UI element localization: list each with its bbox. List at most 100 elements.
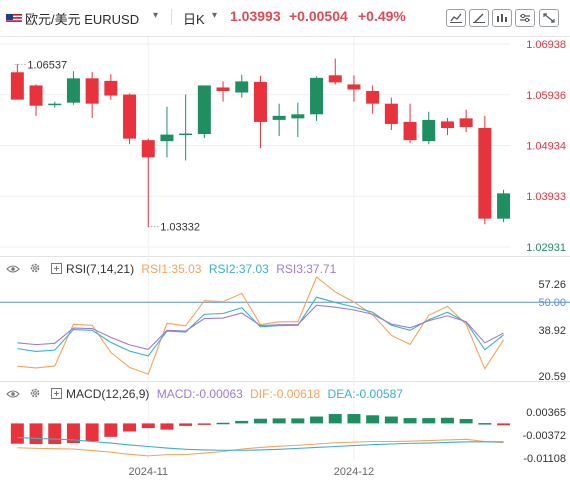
- macd-bar: [197, 423, 211, 425]
- candle-body: [422, 119, 436, 142]
- candle-body: [85, 78, 99, 104]
- rsi1-value: RSI1:35.03: [141, 262, 202, 276]
- period-selector[interactable]: 日K: [183, 12, 205, 27]
- max-price-label: 1.06537: [27, 59, 67, 71]
- macd-header: MACD(12,26,9) MACD:-0.00063 DIF:-0.00618…: [6, 387, 403, 402]
- macd-bar: [160, 423, 174, 430]
- price-axis-label: 1.06938: [526, 39, 566, 51]
- macd-value: MACD:-0.00063: [156, 387, 243, 401]
- indicator-toggle-icon[interactable]: [50, 262, 63, 277]
- candle-body: [310, 77, 324, 115]
- candle-body: [179, 133, 193, 136]
- min-price-label: 1.03332: [160, 222, 200, 234]
- candle-body: [29, 85, 43, 106]
- rsi3-value: RSI3:37.71: [276, 262, 337, 276]
- macd-axis-label: -0.00372: [523, 430, 566, 442]
- candle-body: [123, 94, 137, 139]
- macd-bar: [48, 423, 62, 445]
- draw-tool-icon[interactable]: [469, 9, 489, 27]
- candle-body: [48, 103, 62, 106]
- macd-bar: [478, 423, 492, 425]
- candle-body: [141, 140, 155, 158]
- last-price: 1.03993: [230, 8, 281, 24]
- dea-line: [17, 436, 504, 451]
- indicator-icon[interactable]: [492, 9, 512, 27]
- macd-bar: [328, 414, 342, 424]
- candle-body: [272, 115, 286, 120]
- rsi-line-rsi3: [17, 304, 504, 350]
- candle-body: [497, 193, 511, 219]
- settings-icon[interactable]: [29, 262, 43, 277]
- price-axis-label: 1.05936: [526, 90, 566, 102]
- price-change-percent: +0.49%: [358, 8, 406, 24]
- settings-icon[interactable]: [515, 9, 535, 27]
- rsi-axis-label: 57.26: [538, 279, 566, 291]
- date-axis-label: 2024-12: [334, 466, 374, 478]
- candle-body: [459, 118, 473, 127]
- macd-bar: [104, 423, 118, 437]
- candle-body: [66, 78, 80, 103]
- rsi-line-rsi2: [17, 296, 504, 357]
- candle-body: [366, 91, 380, 104]
- macd-bar: [459, 419, 473, 424]
- macd-bar: [440, 417, 454, 424]
- us-flag-icon: [6, 12, 22, 23]
- macd-bar: [347, 414, 361, 424]
- candle-body: [235, 81, 249, 93]
- candle-body: [197, 85, 211, 135]
- rsi-label: RSI(7,14,21): [66, 262, 135, 276]
- symbol-selector[interactable]: 欧元/美元 EURUSD: [25, 12, 140, 27]
- rsi-header: RSI(7,14,21) RSI1:35.03 RSI2:37.03 RSI3:…: [6, 262, 336, 277]
- candle-body: [10, 72, 24, 100]
- chevron-down-icon[interactable]: ▾: [153, 10, 159, 21]
- macd-bar: [85, 423, 99, 442]
- candle-body: [440, 121, 454, 128]
- price-axis-label: 1.02931: [526, 242, 566, 254]
- candle-body: [478, 127, 492, 219]
- candle-body: [216, 87, 230, 92]
- eye-icon[interactable]: [6, 263, 20, 277]
- macd-bar: [29, 423, 43, 445]
- dif-value: DIF:-0.00618: [250, 387, 321, 401]
- candle-body: [253, 81, 267, 122]
- macd-bar: [384, 416, 398, 424]
- candle-body: [160, 134, 174, 142]
- macd-bar: [141, 423, 155, 429]
- candle-body: [347, 84, 361, 90]
- price-axis-label: 1.03933: [526, 191, 566, 203]
- toolbar: 欧元/美元 EURUSD ▾ 日K ▾ 1.03993 +0.00504 +0.…: [0, 0, 570, 36]
- dif-line: [17, 438, 504, 457]
- chevron-down-icon[interactable]: ▾: [212, 10, 218, 21]
- date-axis-label: 2024-11: [128, 466, 168, 478]
- macd-axis-label: -0.01108: [523, 453, 566, 465]
- price-axis-label: 1.04934: [526, 141, 566, 153]
- macd-bar: [497, 423, 511, 426]
- macd-bar: [235, 420, 249, 424]
- dea-value: DEA:-0.00587: [327, 387, 403, 401]
- macd-bar: [310, 416, 324, 424]
- macd-axis-label: 0.00365: [526, 407, 566, 419]
- eye-icon[interactable]: [6, 388, 20, 402]
- expand-icon[interactable]: [539, 9, 559, 27]
- candle-body: [403, 121, 417, 141]
- candle-body: [291, 114, 305, 119]
- macd-bar: [272, 418, 286, 424]
- macd-bar: [422, 418, 436, 424]
- macd-bar: [66, 423, 80, 444]
- macd-bar: [366, 415, 380, 424]
- settings-icon[interactable]: [29, 387, 43, 402]
- rsi-axis-label: 50.00: [538, 297, 566, 309]
- candle-body: [104, 80, 118, 96]
- price-change: +0.00504: [289, 8, 348, 24]
- macd-bar: [10, 423, 24, 444]
- rsi-axis-label: 38.92: [538, 325, 566, 337]
- candle-body: [384, 103, 398, 124]
- macd-bar: [253, 418, 267, 424]
- macd-bar: [403, 418, 417, 424]
- indicator-toggle-icon[interactable]: [50, 387, 63, 402]
- line-chart-icon[interactable]: [446, 9, 466, 27]
- macd-bar: [291, 418, 305, 424]
- rsi2-value: RSI2:37.03: [208, 262, 269, 276]
